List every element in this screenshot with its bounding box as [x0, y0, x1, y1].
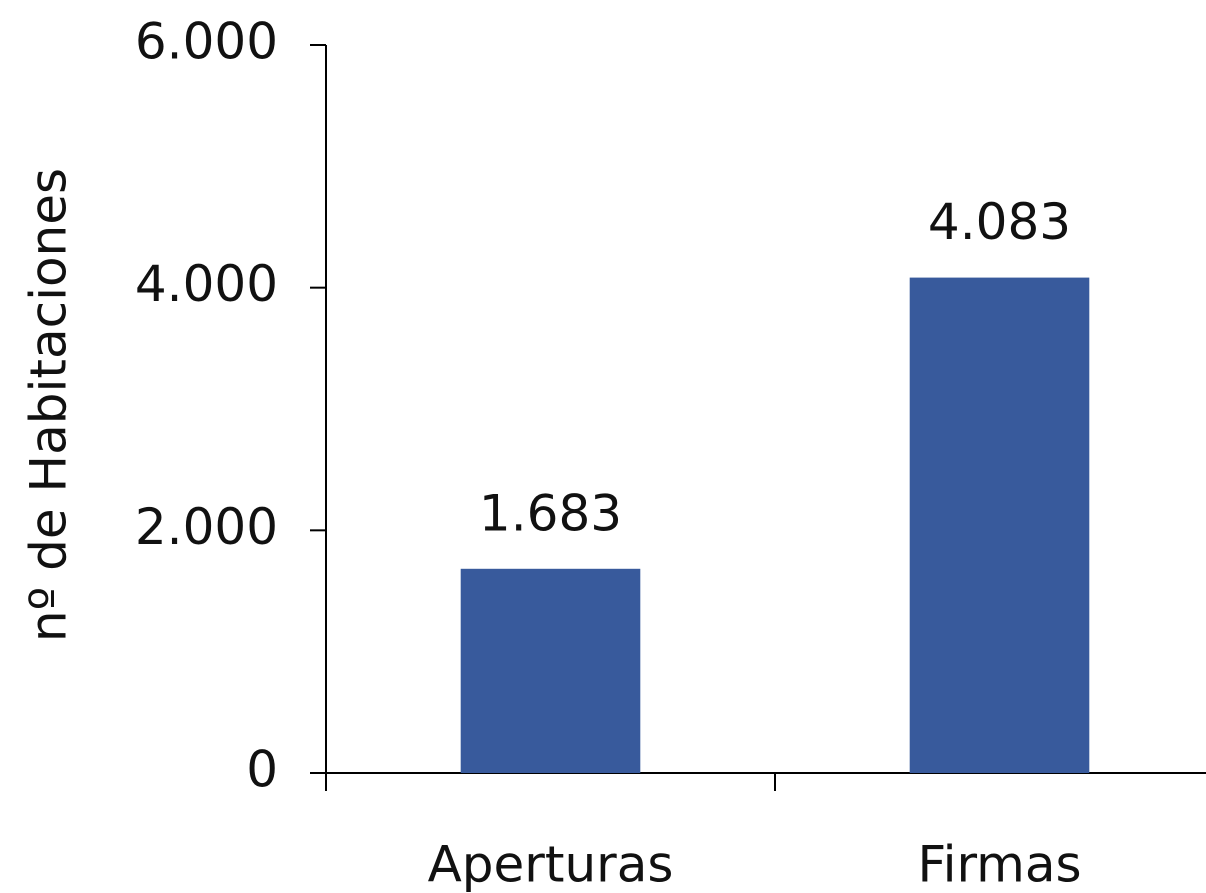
x-tick-label: Firmas: [917, 836, 1081, 893]
data-label: 1.683: [479, 484, 622, 542]
y-tick-label: 4.000: [135, 255, 278, 313]
data-label: 4.083: [928, 193, 1071, 251]
y-axis-title: nº de Habitaciones: [20, 168, 78, 642]
y-tick-label: 0: [246, 741, 278, 799]
bar: [460, 568, 641, 773]
y-tick-label: 2.000: [135, 498, 278, 556]
bar: [909, 277, 1090, 773]
x-tick-label: Aperturas: [428, 836, 674, 893]
y-tick-label: 6.000: [135, 13, 278, 71]
